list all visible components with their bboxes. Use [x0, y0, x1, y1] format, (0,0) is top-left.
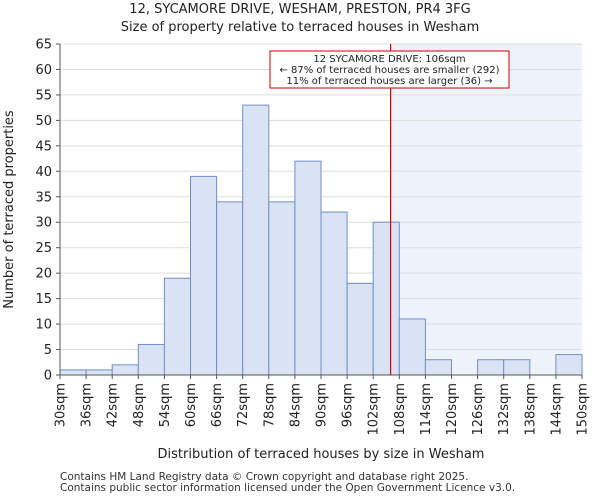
x-tick-label: 96sqm	[341, 383, 356, 427]
y-tick-label: 30	[35, 216, 52, 231]
y-tick-label: 50	[35, 114, 52, 129]
y-tick-label: 65	[35, 38, 52, 53]
x-tick-label: 132sqm	[497, 383, 512, 436]
y-tick-label: 55	[35, 88, 52, 103]
annotation-line-3: 11% of terraced houses are larger (36) →	[286, 76, 492, 87]
chart-subtitle: Size of property relative to terraced ho…	[120, 20, 480, 35]
y-tick-label: 5	[44, 343, 52, 358]
x-tick-label: 42sqm	[106, 383, 121, 427]
footer-line-1: Contains HM Land Registry data © Crown c…	[60, 471, 469, 483]
bar	[398, 318, 426, 376]
x-tick-label: 66sqm	[210, 383, 225, 427]
y-tick-label: 45	[35, 139, 52, 154]
x-tick-label: 120sqm	[445, 383, 460, 436]
x-tick-label: 60sqm	[184, 383, 199, 427]
bar	[268, 201, 296, 376]
x-tick-label: 114sqm	[419, 383, 434, 436]
x-tick-label: 48sqm	[132, 383, 147, 427]
y-axis-title: Number of terraced properties	[2, 110, 17, 309]
x-tick-label: 78sqm	[262, 383, 277, 427]
x-tick-label: 126sqm	[471, 383, 486, 436]
x-tick-label: 90sqm	[315, 383, 330, 427]
x-tick-label: 72sqm	[236, 383, 251, 427]
annotation-line-1: 12 SYCAMORE DRIVE: 106sqm	[313, 54, 465, 65]
y-tick-label: 20	[35, 267, 52, 282]
y-tick-label: 25	[35, 241, 52, 256]
y-tick-label: 40	[35, 165, 52, 180]
bar	[85, 369, 113, 376]
x-tick-label: 102sqm	[367, 383, 382, 436]
bar	[216, 201, 244, 376]
bar	[372, 221, 400, 376]
bar	[111, 364, 139, 376]
y-tick-label: 0	[44, 369, 52, 384]
annotation-box	[269, 50, 510, 89]
bar-chart: 0 5 10 15 20 25 30 35 40 45 50 55 60 65 30sqm 36sqm 42sq…	[2, 38, 591, 463]
x-tick-label: 54sqm	[158, 383, 173, 427]
x-tick-label: 84sqm	[288, 383, 303, 427]
bar	[346, 282, 374, 376]
y-tick-label: 35	[35, 190, 52, 205]
bar	[242, 104, 270, 376]
y-tick-label: 60	[35, 63, 52, 78]
bar	[320, 211, 348, 376]
bar	[424, 359, 452, 376]
x-axis-title: Distribution of terraced houses by size …	[158, 447, 485, 462]
bar	[137, 343, 165, 376]
chart-title: 12, SYCAMORE DRIVE, WESHAM, PRESTON, PR4…	[129, 2, 471, 17]
bar	[294, 160, 322, 376]
y-tick-label: 15	[35, 292, 52, 307]
x-tick-label: 150sqm	[576, 383, 591, 436]
annotation-line-2: ← 87% of terraced houses are smaller (29…	[279, 65, 499, 76]
x-tick-label: 144sqm	[549, 383, 564, 436]
bar	[59, 369, 87, 376]
bar	[555, 354, 583, 376]
bar	[163, 277, 191, 376]
bar	[503, 359, 531, 376]
bar	[190, 175, 218, 376]
footer: Contains HM Land Registry data © Crown c…	[60, 472, 515, 494]
y-tick-label: 10	[35, 318, 52, 333]
x-tick-label: 30sqm	[54, 383, 69, 427]
bar	[477, 359, 505, 376]
footer-line-2: Contains public sector information licen…	[60, 482, 516, 494]
x-tick-label: 108sqm	[393, 383, 408, 436]
x-tick-label: 138sqm	[523, 383, 538, 436]
x-tick-label: 36sqm	[80, 383, 95, 427]
